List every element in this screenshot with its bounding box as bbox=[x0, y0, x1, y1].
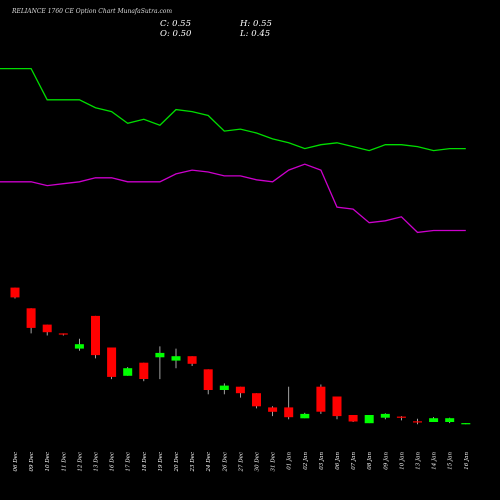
x-tick-label: 18 Dec bbox=[142, 452, 148, 472]
candle-body bbox=[219, 385, 229, 390]
candle-body bbox=[461, 423, 471, 425]
candle-body bbox=[445, 418, 455, 422]
x-tick-label: 31 Dec bbox=[271, 452, 277, 472]
x-tick-label: 20 Dec bbox=[174, 452, 180, 473]
candle-body bbox=[203, 369, 213, 390]
purple-indicator-line bbox=[0, 163, 466, 234]
x-tick-label: 19 Dec bbox=[158, 452, 164, 472]
candle-body bbox=[364, 415, 374, 424]
x-tick-label: 01 Jan bbox=[287, 452, 293, 470]
x-tick-label: 26 Dec bbox=[222, 452, 228, 473]
x-tick-label: 03 Jan bbox=[319, 452, 325, 470]
candle-body bbox=[316, 386, 326, 412]
x-tick-label: 06 Dec bbox=[13, 452, 19, 472]
x-tick-label: 02 Jan bbox=[303, 452, 309, 470]
x-tick-label: 10 Jan bbox=[399, 452, 405, 470]
x-tick-label: 09 Jan bbox=[383, 452, 389, 470]
x-tick-label: 27 Dec bbox=[238, 452, 244, 473]
x-tick-label: 09 Dec bbox=[29, 452, 35, 472]
chart-title: RELIANCE 1760 CE Option Chart MunafaSutr… bbox=[12, 8, 173, 15]
candle-body bbox=[139, 362, 149, 379]
candle-body bbox=[42, 324, 52, 333]
x-tick-label: 13 Jan bbox=[416, 452, 422, 470]
candle-body bbox=[284, 407, 294, 418]
candle-body bbox=[26, 308, 36, 328]
candle-body bbox=[380, 413, 390, 418]
x-tick-label: 16 Jan bbox=[464, 452, 470, 470]
green-indicator-line bbox=[0, 67, 466, 152]
candle-body bbox=[187, 356, 197, 364]
x-tick-label: 10 Dec bbox=[45, 452, 51, 472]
candle-body bbox=[235, 386, 245, 394]
candle-body bbox=[123, 368, 133, 376]
candle-body bbox=[74, 344, 84, 349]
x-tick-label: 23 Dec bbox=[190, 452, 196, 473]
candle-body bbox=[348, 415, 358, 422]
candle-body bbox=[58, 333, 68, 335]
candle-body bbox=[252, 393, 261, 407]
candle-body bbox=[332, 396, 342, 417]
x-tick-label: 30 Dec bbox=[255, 452, 261, 472]
x-tick-label: 06 Jan bbox=[335, 452, 341, 470]
candle-body bbox=[107, 347, 117, 377]
candle-body bbox=[429, 418, 439, 422]
x-tick-label: 11 Dec bbox=[61, 452, 67, 472]
x-tick-label: 12 Dec bbox=[77, 452, 83, 472]
close-value: C: 0.55 bbox=[160, 19, 191, 29]
high-value: H: 0.55 bbox=[240, 19, 272, 29]
candle-body bbox=[268, 407, 278, 412]
candle-body bbox=[396, 416, 406, 418]
candle-body bbox=[171, 356, 181, 361]
x-tick-label: 08 Jan bbox=[367, 452, 373, 470]
candle-body bbox=[91, 315, 100, 356]
x-tick-label: 14 Jan bbox=[432, 452, 438, 470]
x-tick-label: 24 Dec bbox=[206, 452, 212, 473]
x-tick-label: 13 Dec bbox=[94, 452, 100, 472]
candle-body bbox=[10, 287, 20, 298]
low-value: L: 0.45 bbox=[240, 29, 271, 39]
candle-body bbox=[155, 352, 165, 358]
x-tick-label: 16 Dec bbox=[110, 452, 116, 472]
candle-body bbox=[300, 413, 310, 419]
x-tick-label: 17 Dec bbox=[126, 452, 132, 472]
indicator-lines bbox=[0, 67, 466, 234]
candles bbox=[10, 287, 471, 425]
candle-body bbox=[413, 421, 422, 423]
x-tick-label: 15 Jan bbox=[448, 452, 454, 470]
open-value: O: 0.50 bbox=[160, 29, 192, 39]
x-axis-labels: 06 Dec 09 Dec 10 Dec 11 Dec 12 Dec 13 Dec 16 D… bbox=[13, 452, 470, 473]
x-tick-label: 07 Jan bbox=[351, 452, 357, 470]
